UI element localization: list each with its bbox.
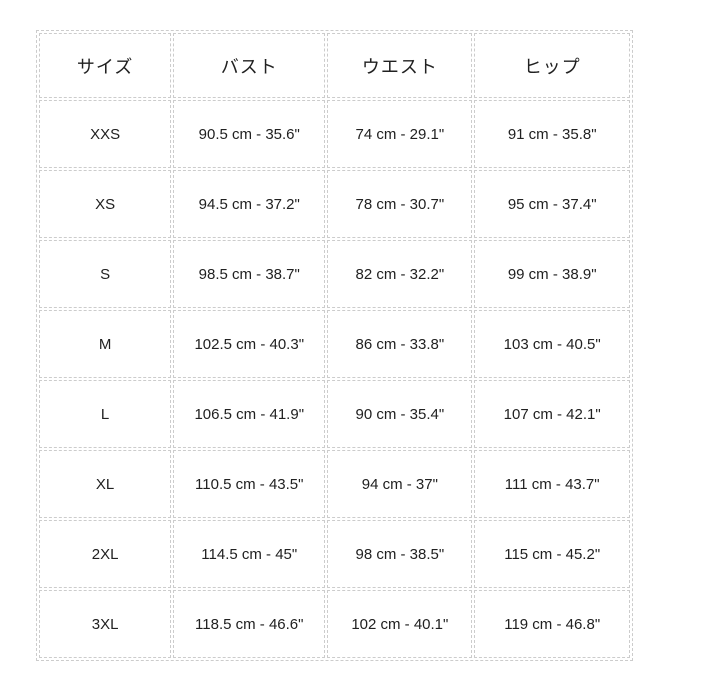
table-row: XS 94.5 cm - 37.2" 78 cm - 30.7" 95 cm - 37… [39, 170, 630, 238]
waist-cell: 90 cm - 35.4" [327, 380, 473, 448]
waist-cell: 78 cm - 30.7" [327, 170, 473, 238]
waist-cell: 102 cm - 40.1" [327, 590, 473, 658]
size-cell: XS [39, 170, 172, 238]
size-table-body: XXS 90.5 cm - 35.6" 74 cm - 29.1" 91 cm - 3… [39, 100, 630, 658]
bust-cell: 90.5 cm - 35.6" [173, 100, 326, 168]
bust-cell: 114.5 cm - 45" [173, 520, 326, 588]
bust-cell: 110.5 cm - 43.5" [173, 450, 326, 518]
size-cell: XL [39, 450, 172, 518]
waist-cell: 86 cm - 33.8" [327, 310, 473, 378]
size-chart-header: サイズ バスト ウエスト ヒップ [39, 33, 630, 98]
waist-cell: 94 cm - 37" [327, 450, 473, 518]
header-hip: ヒップ [474, 33, 630, 98]
bust-cell: 98.5 cm - 38.7" [173, 240, 326, 308]
size-cell: 2XL [39, 520, 172, 588]
header-row: サイズ バスト ウエスト ヒップ [39, 33, 630, 98]
table-row: XL 110.5 cm - 43.5" 94 cm - 37" 111 cm - 43… [39, 450, 630, 518]
table-row: M 102.5 cm - 40.3" 86 cm - 33.8" 103 cm - 4… [39, 310, 630, 378]
size-cell: S [39, 240, 172, 308]
size-cell: L [39, 380, 172, 448]
header-waist: ウエスト [327, 33, 473, 98]
hip-cell: 107 cm - 42.1" [474, 380, 630, 448]
hip-cell: 99 cm - 38.9" [474, 240, 630, 308]
header-size: サイズ [39, 33, 172, 98]
hip-cell: 111 cm - 43.7" [474, 450, 630, 518]
hip-cell: 103 cm - 40.5" [474, 310, 630, 378]
hip-cell: 95 cm - 37.4" [474, 170, 630, 238]
table-row: 2XL 114.5 cm - 45" 98 cm - 38.5" 115 cm - 4… [39, 520, 630, 588]
table-row: 3XL 118.5 cm - 46.6" 102 cm - 40.1" 119 cm … [39, 590, 630, 658]
hip-cell: 119 cm - 46.8" [474, 590, 630, 658]
size-cell: XXS [39, 100, 172, 168]
table-row: XXS 90.5 cm - 35.6" 74 cm - 29.1" 91 cm - 3… [39, 100, 630, 168]
bust-cell: 102.5 cm - 40.3" [173, 310, 326, 378]
table-row: S 98.5 cm - 38.7" 82 cm - 32.2" 99 cm - 38.… [39, 240, 630, 308]
bust-cell: 118.5 cm - 46.6" [173, 590, 326, 658]
size-cell: M [39, 310, 172, 378]
header-bust: バスト [173, 33, 326, 98]
bust-cell: 94.5 cm - 37.2" [173, 170, 326, 238]
size-cell: 3XL [39, 590, 172, 658]
hip-cell: 115 cm - 45.2" [474, 520, 630, 588]
size-chart-table: サイズ バスト ウエスト ヒップ XXS 90.5 cm - 35.6" 74 cm… [36, 30, 633, 661]
hip-cell: 91 cm - 35.8" [474, 100, 630, 168]
table-row: L 106.5 cm - 41.9" 90 cm - 35.4" 107 cm - 4… [39, 380, 630, 448]
waist-cell: 74 cm - 29.1" [327, 100, 473, 168]
waist-cell: 98 cm - 38.5" [327, 520, 473, 588]
waist-cell: 82 cm - 32.2" [327, 240, 473, 308]
bust-cell: 106.5 cm - 41.9" [173, 380, 326, 448]
